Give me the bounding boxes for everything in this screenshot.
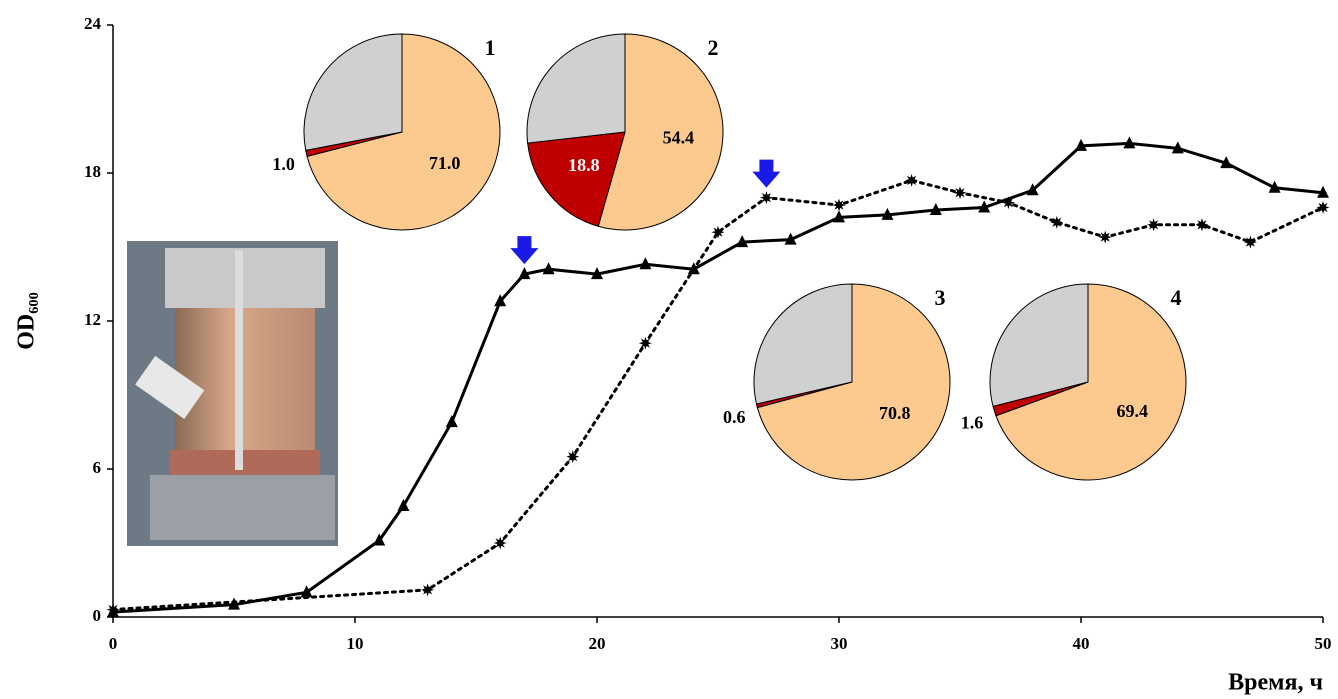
triangle-marker bbox=[446, 415, 458, 427]
x-tick-label: 0 bbox=[109, 634, 118, 653]
x-tick-label: 20 bbox=[589, 634, 606, 653]
pie-value-label: 54.4 bbox=[663, 128, 695, 148]
x-tick-label: 50 bbox=[1315, 634, 1332, 653]
y-tick-label: 18 bbox=[84, 162, 101, 181]
star-marker bbox=[712, 226, 725, 239]
star-marker bbox=[1050, 216, 1063, 229]
y-tick-label: 12 bbox=[84, 310, 101, 329]
star-marker bbox=[566, 450, 579, 463]
star-marker bbox=[1147, 218, 1160, 231]
pie-value-label: 1.0 bbox=[272, 154, 295, 174]
arrow bbox=[752, 160, 780, 188]
pie-value-label: 0.6 bbox=[723, 407, 746, 427]
pie-value-label: 69.4 bbox=[1116, 401, 1148, 421]
photo bbox=[127, 241, 338, 546]
star-marker bbox=[760, 191, 773, 204]
star-marker bbox=[905, 174, 918, 187]
arrow bbox=[510, 236, 538, 264]
pie-value-label: 70.8 bbox=[879, 403, 911, 423]
star-marker bbox=[494, 537, 507, 550]
pie-title: 2 bbox=[708, 35, 719, 60]
y-tick-label: 6 bbox=[93, 458, 102, 477]
pie-value-label: 1.6 bbox=[961, 413, 984, 433]
star-marker bbox=[954, 186, 967, 199]
pie-title: 1 bbox=[485, 35, 496, 60]
x-tick-label: 10 bbox=[347, 634, 364, 653]
star-marker bbox=[421, 583, 434, 596]
star-marker bbox=[1099, 231, 1112, 244]
star-marker bbox=[833, 199, 846, 212]
star-marker bbox=[1244, 236, 1257, 249]
pie-value-label: 18.8 bbox=[568, 155, 600, 175]
x-tick-label: 40 bbox=[1073, 634, 1090, 653]
pie-slice bbox=[304, 34, 402, 150]
star-marker bbox=[1002, 196, 1015, 209]
x-tick-label: 30 bbox=[831, 634, 848, 653]
pie-title: 3 bbox=[935, 285, 946, 310]
y-tick-label: 0 bbox=[93, 606, 102, 625]
star-marker bbox=[1196, 218, 1209, 231]
star-marker bbox=[107, 603, 120, 616]
star-marker bbox=[1317, 201, 1330, 214]
chart: 0102030405006121824Время, чOD₆₀₀71.01.01… bbox=[0, 0, 1338, 699]
x-axis-label: Время, ч bbox=[1228, 670, 1323, 696]
pie-slice bbox=[527, 34, 625, 143]
y-axis-label: OD₆₀₀ bbox=[14, 292, 40, 350]
pie-title: 4 bbox=[1171, 285, 1182, 310]
pie-value-label: 71.0 bbox=[429, 153, 461, 173]
triangle-marker bbox=[301, 585, 313, 597]
star-marker bbox=[639, 337, 652, 350]
y-tick-label: 24 bbox=[84, 14, 102, 33]
